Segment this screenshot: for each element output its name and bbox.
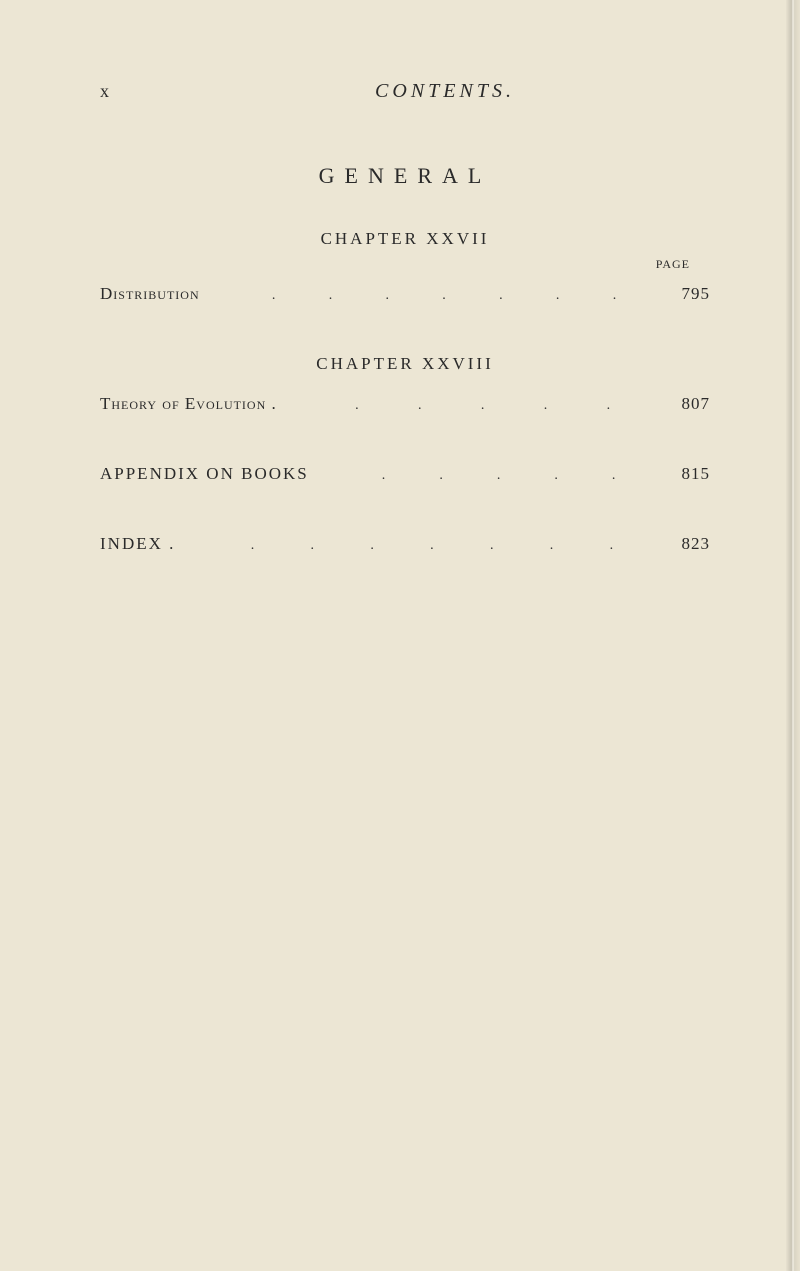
toc-page-number: 807 bbox=[682, 394, 711, 414]
page-number-roman: x bbox=[100, 81, 110, 102]
toc-left: Distribution . . . . . . . bbox=[100, 284, 682, 304]
toc-title: Distribution bbox=[100, 284, 200, 304]
page-right-edge-shadow bbox=[786, 0, 800, 1271]
toc-page-number: 815 bbox=[682, 464, 711, 484]
page-content: x CONTENTS. GENERAL CHAPTER XXVII PAGE D… bbox=[0, 0, 800, 622]
toc-dots: . . . . . . . bbox=[175, 538, 681, 554]
chapter-heading-27: CHAPTER XXVII bbox=[100, 229, 710, 249]
toc-entry-appendix: APPENDIX ON BOOKS . . . . . 815 bbox=[100, 464, 710, 484]
toc-left: APPENDIX ON BOOKS . . . . . bbox=[100, 464, 682, 484]
page-label: PAGE bbox=[100, 257, 710, 272]
running-header: CONTENTS. bbox=[375, 80, 515, 103]
toc-title: APPENDIX ON BOOKS bbox=[100, 464, 309, 484]
section-title-general: GENERAL bbox=[100, 163, 710, 189]
toc-title: INDEX . bbox=[100, 534, 175, 554]
toc-entry-index: INDEX . . . . . . . . 823 bbox=[100, 534, 710, 554]
chapter-heading-28: CHAPTER XXVIII bbox=[100, 354, 710, 374]
toc-title: Theory of Evolution . bbox=[100, 394, 277, 414]
toc-entry-distribution: Distribution . . . . . . . 795 bbox=[100, 284, 710, 304]
toc-left: INDEX . . . . . . . . bbox=[100, 534, 682, 554]
toc-left: Theory of Evolution . . . . . . bbox=[100, 394, 682, 414]
toc-page-number: 795 bbox=[682, 284, 711, 304]
toc-dots: . . . . . bbox=[277, 398, 682, 414]
toc-entry-theory-of-evolution: Theory of Evolution . . . . . . 807 bbox=[100, 394, 710, 414]
toc-dots: . . . . . bbox=[309, 468, 682, 484]
header-row: x CONTENTS. bbox=[100, 80, 710, 103]
toc-dots: . . . . . . . bbox=[200, 288, 682, 304]
toc-page-number: 823 bbox=[682, 534, 711, 554]
